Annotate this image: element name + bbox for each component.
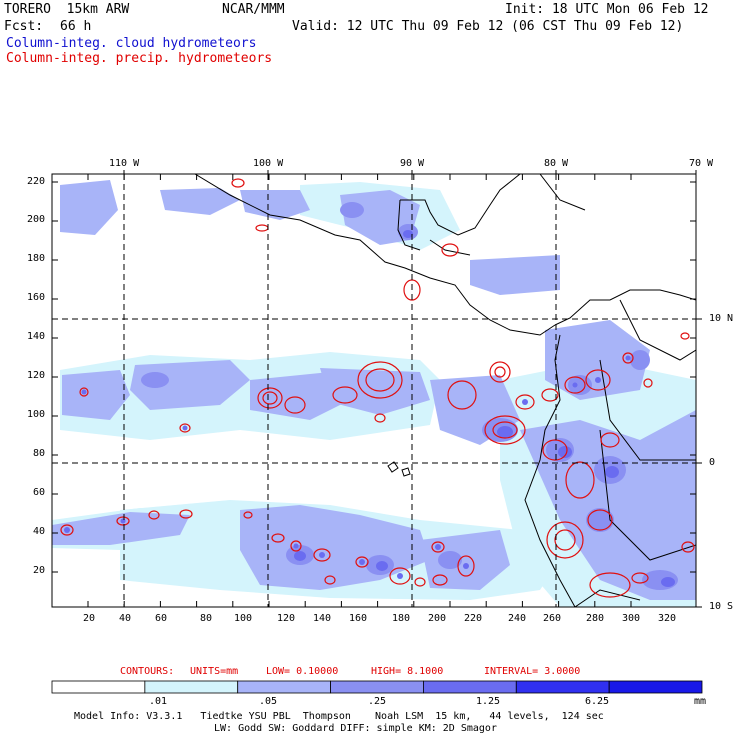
legend-precip-hydrometeors: Column-integ. precip. hydrometeors [6,51,273,66]
physics-info: LW: Godd SW: Goddard DIFF: simple KM: 2D… [214,723,497,734]
axis-ticks [52,170,702,608]
legend-cloud-hydrometeors: Column-integ. cloud hydrometeors [6,36,257,51]
scale-box-6 [608,680,703,694]
x-tick-220: 220 [464,613,483,624]
x-tick-120: 120 [277,613,296,624]
scale-label-025: .25 [368,696,387,707]
x-tick-160: 160 [349,613,368,624]
lat-label-10n: 10 N [709,313,734,324]
y-tick-60: 60 [33,487,46,498]
forecast-label: Fcst: [4,19,44,34]
x-tick-200: 200 [428,613,447,624]
y-tick-160: 160 [27,292,46,303]
y-tick-120: 120 [27,370,46,381]
scale-label-125: 1.25 [476,696,501,707]
organization: NCAR/MMM [222,2,285,17]
scale-box-0 [51,680,146,694]
lon-label-70w: 70 W [689,158,714,169]
y-tick-220: 220 [27,176,46,187]
x-tick-320: 320 [658,613,677,624]
x-tick-240: 240 [508,613,527,624]
y-tick-20: 20 [33,565,46,576]
x-tick-260: 260 [543,613,562,624]
lat-label-0: 0 [709,457,716,468]
lat-label-10s: 10 S [709,601,734,612]
x-tick-80: 80 [200,613,213,624]
lat-lon-grid [52,174,696,607]
scale-box-4 [423,680,517,694]
lon-label-110w: 110 W [109,158,140,169]
contours-label: CONTOURS: [120,666,175,677]
y-tick-140: 140 [27,331,46,342]
y-tick-180: 180 [27,253,46,264]
contours-high: HIGH= 8.1000 [371,666,444,677]
scale-label-005: .05 [259,696,278,707]
x-tick-180: 180 [392,613,411,624]
y-tick-80: 80 [33,448,46,459]
contours-interval: INTERVAL= 3.0000 [484,666,581,677]
precip-cores [64,355,631,579]
x-tick-280: 280 [586,613,605,624]
scale-box-5 [515,680,610,694]
init-time: Init: 18 UTC Mon 06 Feb 12 [505,2,709,17]
scale-box-3 [330,680,424,694]
scale-box-1 [144,680,239,694]
lon-label-90w: 90 W [400,158,425,169]
x-tick-100: 100 [234,613,253,624]
forecast-hours: 66 h [60,19,92,34]
model-name: TORERO 15km ARW [4,2,130,17]
contours-units: UNITS=mm [190,666,239,677]
y-tick-40: 40 [33,526,46,537]
scale-label-001: .01 [149,696,168,707]
x-tick-40: 40 [119,613,132,624]
coastlines [194,174,696,607]
x-tick-20: 20 [83,613,96,624]
scale-units: mm [694,696,707,707]
x-tick-300: 300 [622,613,641,624]
lon-label-80w: 80 W [544,158,569,169]
contours-low: LOW= 0.10000 [266,666,339,677]
x-tick-60: 60 [155,613,168,624]
map-frame [51,173,697,608]
lon-label-100w: 100 W [253,158,284,169]
x-tick-140: 140 [313,613,332,624]
y-tick-200: 200 [27,214,46,225]
scale-box-2 [237,680,331,694]
y-tick-100: 100 [27,409,46,420]
scale-label-625: 6.25 [585,696,610,707]
model-info: Model Info: V3.3.1 Tiedtke YSU PBL Thomp… [74,711,604,722]
valid-time: Valid: 12 UTC Thu 09 Feb 12 (06 CST Thu … [292,19,684,34]
